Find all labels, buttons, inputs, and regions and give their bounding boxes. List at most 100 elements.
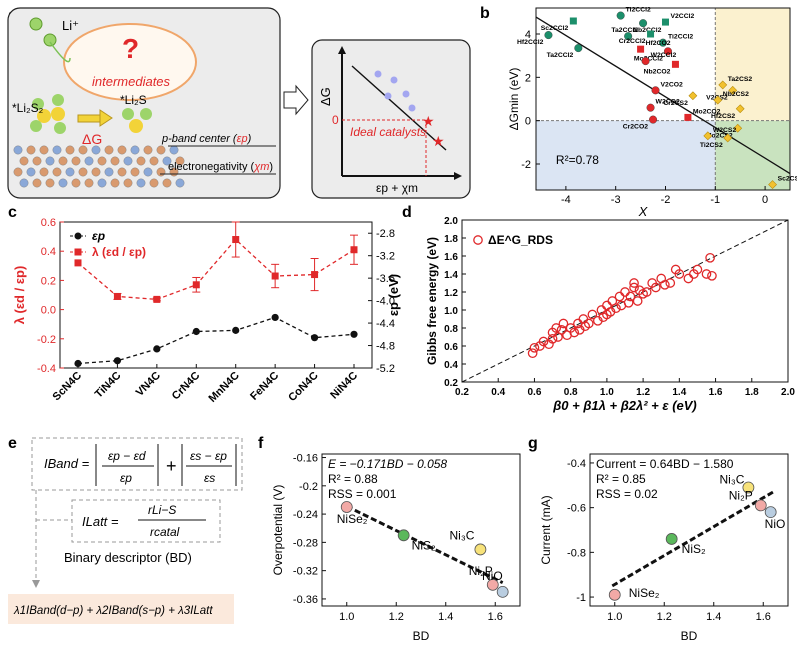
y-axis-label: Overpotential (V) [271, 485, 285, 576]
data-point [544, 31, 553, 40]
lattice-atom [123, 178, 133, 188]
data-point [665, 533, 678, 545]
lattice-atom [19, 178, 29, 188]
data-point [602, 300, 612, 311]
fit-annotation: R² = 0.88 [328, 472, 378, 486]
x-tick-label: 0.4 [491, 387, 505, 398]
y-tick-label: 2 [525, 72, 531, 84]
data-point [602, 309, 612, 320]
iband-box [31, 437, 243, 491]
li-plus-label: Li⁺ [62, 18, 79, 33]
lattice-atom [143, 145, 153, 155]
ep-point [310, 334, 319, 342]
inset-trend-line [351, 65, 447, 151]
lattice-atom [104, 145, 114, 155]
y-tick-label: 0.6 [444, 342, 458, 353]
y-tick-label: 0 [525, 116, 531, 128]
x-tick-label: -3 [611, 194, 621, 206]
x-tick-label: 1.6 [709, 387, 723, 398]
x-tick-label: 0 [762, 194, 768, 206]
lattice-atom [91, 145, 101, 155]
x-tick-label: 1.6 [488, 611, 503, 623]
left-axis-label: λ (εd / εp) [12, 266, 27, 325]
x-tick-label: 1.4 [672, 387, 686, 398]
y-tick-label: 1.0 [444, 306, 458, 317]
data-point [768, 180, 777, 190]
data-point [569, 327, 580, 338]
x-tick-label: 1.2 [636, 387, 650, 398]
lattice-atom [71, 178, 81, 188]
data-point [674, 269, 685, 279]
point-label: Ni₃C [450, 528, 475, 542]
x-tick-label: 1.8 [745, 387, 759, 398]
left-tick-label: 0.2 [41, 275, 56, 287]
bd-formula-box [8, 594, 234, 624]
data-point [629, 282, 639, 293]
x-tick-label: 1.0 [600, 387, 614, 398]
legend-label: ΔE^G_RDS [488, 233, 553, 247]
panel-c-label: c [8, 204, 17, 221]
data-point [659, 38, 668, 47]
point-label: Cr2CO2 [623, 124, 649, 131]
lattice-atom [149, 156, 159, 166]
lattice-atom [32, 156, 42, 166]
point-label: Ta2CCl2 [611, 27, 638, 34]
lattice-atom [13, 145, 23, 155]
point-label: V2CCl2 [670, 13, 694, 20]
lattice-atom [71, 156, 81, 166]
point-label: Ni₂P [729, 488, 753, 502]
lattice-atom [65, 167, 75, 177]
y-tick-label: -1 [576, 592, 586, 604]
point-label: Hf2CCl2 [517, 39, 544, 46]
band-center-label: p-band center (εp) [161, 133, 252, 145]
data-point [733, 123, 743, 133]
data-point [624, 32, 633, 41]
point-label: Nb2CS2 [723, 91, 749, 98]
li2s2-label: *Li₂S₂ [12, 101, 44, 115]
panel-d-chart: d 0.2 0.4 0.6 0.8 1.0 1.2 1.4 1.6 1.8 2.0 0.2 0.4 0.… [402, 204, 795, 413]
lattice-atom [39, 145, 49, 155]
x-tick-label: 0.2 [455, 387, 469, 398]
lattice-atom [19, 156, 29, 166]
data-point [486, 578, 499, 591]
plot-frame [59, 221, 373, 369]
x-tick-label: 1.0 [339, 611, 354, 623]
point-label: Mo2CO2 [693, 108, 721, 115]
lattice-atom [169, 145, 179, 155]
lattice-atom [162, 178, 172, 188]
data-point [728, 85, 738, 95]
data-point [641, 57, 650, 66]
data-point [639, 19, 648, 28]
data-point [340, 501, 353, 513]
term1-numerator: εp − εd [108, 449, 146, 463]
y-tick-label: -0.36 [293, 594, 318, 606]
data-point [574, 44, 583, 53]
lattice-atom [39, 167, 49, 177]
catalyst-substrate [13, 145, 185, 188]
lattice-atom [110, 178, 120, 188]
left-tick-label: -0.2 [37, 334, 56, 346]
data-point [705, 252, 715, 263]
data-point [703, 131, 713, 141]
data-point [529, 342, 540, 353]
data-point [623, 297, 634, 308]
left-tick-label: 0.0 [41, 305, 56, 317]
lattice-atom [26, 167, 36, 177]
lattice-atom [117, 167, 127, 177]
reaction-arrow [77, 114, 101, 123]
plot-frame [461, 219, 789, 383]
term1-denominator: εp [120, 471, 132, 485]
fit-annotation: Current = 0.64BD − 1.580 [596, 457, 734, 471]
point-label: Cr2CCl2 [619, 38, 646, 45]
lattice-atom [65, 145, 75, 155]
right-tick-label: -2.8 [376, 228, 395, 240]
y-tick-label: -0.32 [293, 566, 318, 578]
lattice-atom [78, 167, 88, 177]
y-tick-label: -0.16 [293, 453, 318, 465]
lattice-atom [175, 178, 185, 188]
data-point [611, 303, 621, 314]
left-tick-label: -0.4 [37, 363, 56, 375]
data-point [587, 309, 598, 320]
data-point [641, 287, 652, 297]
lattice-atom [32, 178, 42, 188]
